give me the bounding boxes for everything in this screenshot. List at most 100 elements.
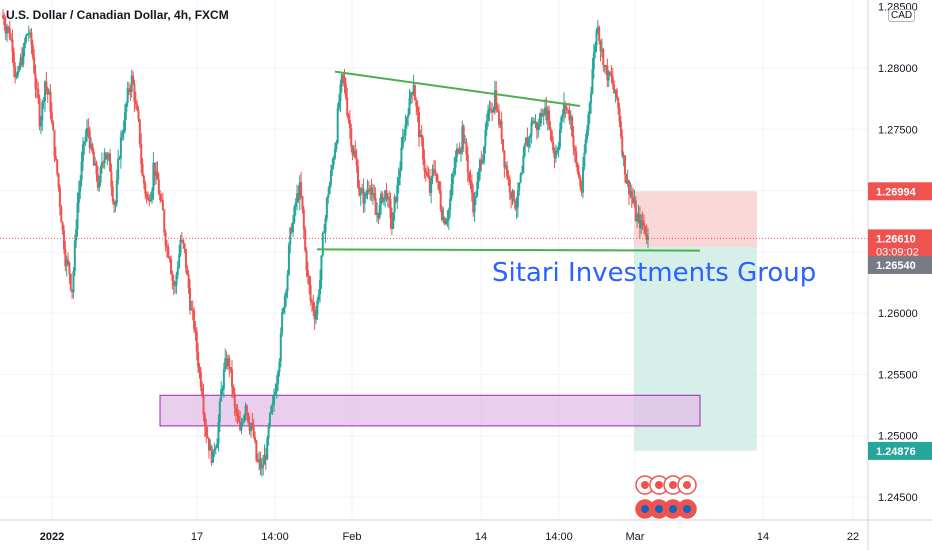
- candle-body: [350, 128, 353, 147]
- candle-body: [44, 81, 47, 101]
- candle-body: [281, 312, 284, 334]
- candle-body: [628, 180, 631, 195]
- candle-body: [92, 151, 95, 166]
- candle-body: [485, 120, 488, 131]
- grid-lines: [0, 0, 868, 520]
- candle-body: [388, 197, 391, 200]
- candle-body: [468, 172, 471, 181]
- candle-body: [348, 119, 351, 129]
- candle-body: [491, 110, 494, 113]
- candle-body: [224, 358, 227, 370]
- candle-body: [285, 291, 288, 297]
- currency-button[interactable]: CAD: [888, 9, 916, 22]
- candle-body: [60, 206, 63, 223]
- candle-body: [320, 255, 323, 280]
- cad-event-icon: [677, 475, 697, 495]
- candle-body: [277, 371, 280, 385]
- candle-body: [466, 154, 469, 173]
- candle-body: [581, 167, 584, 193]
- entry-price-label-bg: [868, 255, 932, 274]
- candle-body: [321, 233, 324, 256]
- candle-body: [207, 437, 210, 451]
- candle-body: [114, 202, 117, 206]
- candle-body: [568, 110, 571, 121]
- candle-body: [199, 371, 202, 388]
- candle-body: [367, 189, 370, 191]
- candle-body: [229, 367, 232, 370]
- candle-body: [80, 161, 83, 181]
- candle-body: [184, 248, 187, 269]
- candle-body: [156, 171, 159, 180]
- candle-body: [121, 133, 124, 138]
- candle-body: [26, 34, 29, 36]
- candle-body: [290, 227, 293, 233]
- candle-body: [310, 300, 313, 303]
- candle-body: [58, 187, 61, 207]
- candle-body: [434, 170, 437, 174]
- support-line: [316, 248, 701, 252]
- candle-body: [222, 369, 225, 390]
- candle-body: [529, 135, 532, 138]
- target-price-label: 1.24876: [868, 441, 932, 460]
- candle-body: [122, 130, 125, 134]
- candle-body: [567, 110, 570, 112]
- candle-body: [562, 103, 565, 115]
- candle-body: [594, 45, 597, 53]
- candle-body: [57, 173, 60, 188]
- candle-body: [617, 98, 620, 108]
- candle-body: [81, 144, 84, 162]
- candle-body: [239, 422, 242, 431]
- candle-body: [489, 108, 492, 111]
- candle-body: [604, 65, 607, 68]
- candle-body: [583, 152, 586, 168]
- candle-body: [72, 271, 75, 293]
- candle-body: [289, 227, 292, 245]
- candle-body: [365, 192, 368, 197]
- candle-body: [291, 222, 294, 233]
- candle-body: [153, 162, 156, 177]
- candle-body: [27, 32, 30, 35]
- candle-body: [176, 267, 179, 275]
- candle-body: [533, 120, 536, 124]
- candle-body: [203, 414, 206, 427]
- candle-body: [331, 165, 334, 171]
- candle-body: [497, 110, 500, 125]
- candle-body: [164, 232, 167, 246]
- candle-body: [316, 299, 319, 316]
- candle-body: [148, 199, 151, 202]
- candle-body: [157, 179, 160, 195]
- candle-body: [324, 218, 327, 233]
- candle-body: [75, 229, 78, 241]
- candle-body: [453, 167, 456, 174]
- candle-body: [86, 127, 89, 137]
- candle-body: [588, 103, 591, 115]
- candle-body: [632, 197, 635, 203]
- candle-body: [4, 25, 7, 34]
- candle-body: [519, 174, 522, 183]
- candle-body: [554, 152, 557, 159]
- candle-body: [642, 222, 645, 226]
- event-icon-center: [655, 481, 663, 489]
- candle-body: [274, 391, 277, 395]
- candle-body: [188, 287, 191, 310]
- candle-body: [317, 294, 320, 300]
- candle-body: [197, 351, 200, 367]
- candle-body: [244, 405, 247, 416]
- candle-body: [237, 415, 240, 423]
- candle-body: [152, 162, 155, 191]
- candle-body: [572, 136, 575, 148]
- candle-body: [441, 209, 444, 221]
- candle-body: [531, 120, 534, 123]
- candle-body: [210, 446, 213, 463]
- candle-body: [129, 88, 132, 92]
- candle-body: [155, 171, 158, 177]
- candle-body: [518, 182, 521, 191]
- candle-body: [412, 85, 415, 95]
- candle-body: [6, 26, 9, 34]
- candle-body: [407, 114, 410, 118]
- candle-body: [354, 150, 357, 158]
- candle-body: [15, 75, 18, 78]
- candle-body: [508, 178, 511, 193]
- candle-body: [308, 276, 311, 285]
